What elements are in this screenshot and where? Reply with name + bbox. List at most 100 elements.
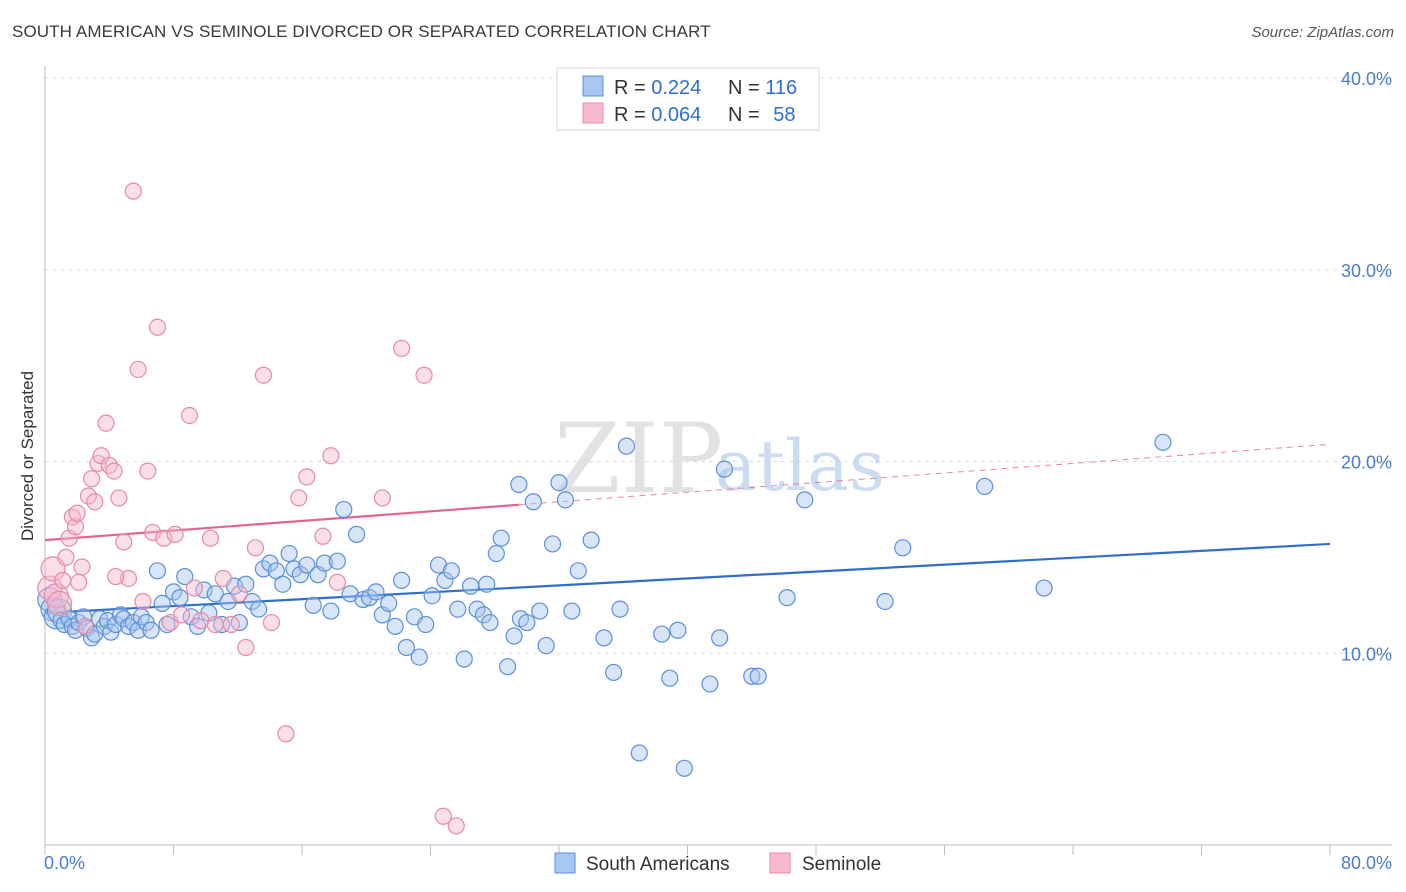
point-seminole [134,592,152,611]
point-seminole [54,571,72,589]
point-seminole [222,615,240,634]
point-south-american [153,594,171,612]
point-south-american [701,675,719,693]
point-seminole [76,617,94,636]
point-south-american [455,650,473,668]
point-seminole [392,339,411,357]
point-seminole [447,817,465,835]
point-south-american [250,600,268,618]
point-south-american [796,491,814,509]
point-south-american [392,571,411,589]
point-south-american [304,596,322,614]
point-south-american [468,600,486,618]
point-south-american [531,602,549,620]
point-south-american [582,531,600,549]
point-south-american [556,491,575,509]
point-south-american [499,658,517,676]
point-south-american [322,602,340,620]
point-south-american [669,621,687,639]
point-south-american [876,592,894,611]
point-seminole [237,638,255,657]
point-seminole [246,539,265,557]
point-south-american [176,567,194,586]
point-seminole [68,504,86,522]
x-tick-label-max: 80.0% [1341,853,1392,873]
trend-line-dashed-pink [518,443,1331,506]
point-south-american [630,744,648,762]
point-south-american [976,477,994,496]
point-south-american [1035,579,1053,597]
point-seminole [206,615,224,634]
point-south-american [595,629,613,647]
svg-text:R = 0.224: R = 0.224 [614,77,701,99]
point-seminole [86,493,104,511]
point-south-american [285,560,303,578]
point-south-american [213,615,231,634]
point-south-american [423,587,441,605]
point-south-american [1154,433,1172,451]
y-tick-label: 30.0% [1341,261,1392,281]
point-south-american [537,636,555,655]
point-south-american [417,615,435,634]
point-south-american [298,556,316,574]
point-south-american [778,589,796,607]
point-south-american [711,629,729,647]
point-south-american [505,627,523,645]
point-south-american [442,562,460,580]
point-seminole [201,529,220,547]
point-south-american [569,562,587,580]
point-south-american [360,589,379,607]
point-south-american [743,667,761,685]
y-axis-title: Divorced or Separated [18,371,37,541]
point-seminole [73,558,91,576]
svg-text:N = 116: N = 116 [728,77,797,99]
point-south-american [478,575,496,593]
point-south-american [661,669,679,687]
point-south-american [148,562,167,580]
point-seminole [119,569,138,588]
point-seminole [46,590,73,616]
point-seminole [434,807,452,825]
point-seminole [185,579,203,597]
point-south-american [206,585,224,603]
point-south-american [510,475,528,494]
x-tick-label-min: 0.0% [44,853,85,873]
point-south-american [335,500,353,519]
bottom-legend: South Americans Seminole [554,852,881,875]
point-seminole [214,569,232,588]
bottom-legend-label-south-americans: South Americans [586,854,730,875]
chart-title: SOUTH AMERICAN VS SEMINOLE DIVORCED OR S… [12,22,711,41]
legend-n-value-1: 116 [765,77,797,99]
y-tick-label: 40.0% [1341,69,1392,89]
point-south-american [354,590,372,609]
point-south-american [367,583,385,601]
point-seminole [373,489,391,507]
point-south-american [715,460,734,478]
y-tick-label: 20.0% [1341,453,1392,473]
point-south-american [348,525,366,543]
point-south-american [563,602,581,620]
point-south-american [550,473,568,492]
legend-swatch-pink [582,102,604,124]
point-south-american [543,535,562,553]
trend-line-pink [44,503,519,542]
legend-r-label-1: R = [614,77,651,99]
tick-labels: 10.0% 20.0% 30.0% 40.0% 0.0% 80.0% [44,69,1392,873]
point-seminole [322,447,340,465]
point-south-american [518,613,536,632]
point-south-american [605,663,623,682]
legend-r-value-1: 0.224 [651,77,701,99]
point-south-american [449,600,467,618]
point-south-american [481,613,499,632]
svg-text:R = 0.064: R = 0.064 [614,104,701,126]
legend: R = 0.224 N = 116 R = 0.064 N = 58 [556,67,820,131]
point-south-american [142,621,160,639]
legend-r-label-2: R = [614,104,651,126]
point-south-american [237,575,255,593]
point-seminole [79,487,97,505]
point-seminole [115,533,133,551]
point-south-american [675,759,693,777]
point-seminole [172,606,191,624]
point-south-american [617,437,636,455]
